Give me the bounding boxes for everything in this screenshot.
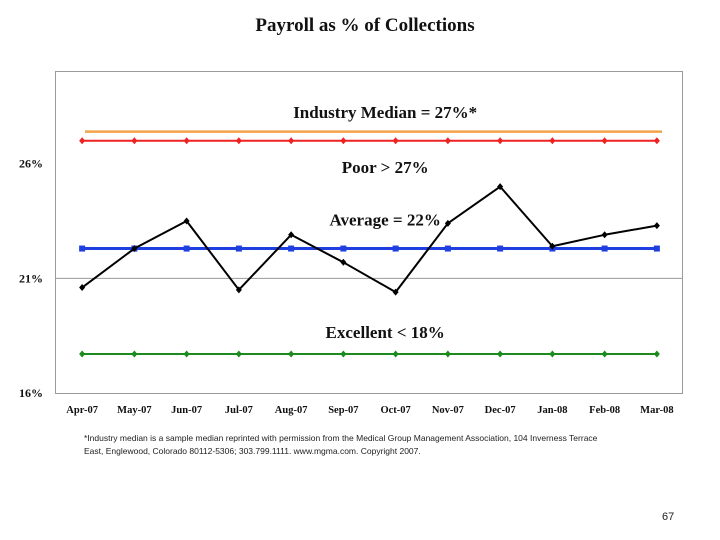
data-point-series-1 <box>392 137 399 145</box>
x-tick-label: Jul-07 <box>225 405 253 416</box>
x-tick-label: Nov-07 <box>432 405 464 416</box>
data-point-series-2 <box>288 245 295 252</box>
data-point-series-0 <box>340 258 347 266</box>
data-point-series-3 <box>653 350 660 358</box>
data-point-series-2 <box>444 245 451 252</box>
data-point-series-2 <box>653 245 660 252</box>
data-point-series-2 <box>497 245 504 252</box>
data-point-series-3 <box>235 350 242 358</box>
x-tick-label: Aug-07 <box>275 405 308 416</box>
data-point-series-2 <box>79 245 86 252</box>
data-point-series-0 <box>653 222 660 230</box>
slide-title: Payroll as % of Collections <box>255 15 475 36</box>
data-point-series-1 <box>549 137 556 145</box>
data-point-series-0 <box>444 219 451 227</box>
data-point-series-0 <box>183 217 190 225</box>
data-point-series-0 <box>601 231 608 239</box>
x-tick-label: Apr-07 <box>66 405 98 416</box>
y-tick-label: 16% <box>19 386 43 400</box>
data-point-series-1 <box>340 137 347 145</box>
data-point-series-3 <box>288 350 295 358</box>
x-tick-label: Mar-08 <box>640 405 673 416</box>
y-tick-label: 26% <box>19 157 43 171</box>
data-point-series-1 <box>183 137 190 145</box>
data-point-series-0 <box>235 286 242 294</box>
data-point-series-3 <box>549 350 556 358</box>
data-point-series-3 <box>183 350 190 358</box>
data-point-series-3 <box>79 350 86 358</box>
payroll-line-chart: 16% 21% 26% Apr-07 May-07 Jun-07 Jul-07 Aug-07 S… <box>19 103 683 416</box>
annotation-label: Average = 22% <box>330 211 441 230</box>
data-point-series-1 <box>497 137 504 145</box>
data-point-series-2 <box>392 245 399 252</box>
x-tick-label: Sep-07 <box>328 405 358 416</box>
data-point-series-0 <box>497 183 504 191</box>
data-point-series-1 <box>131 137 138 145</box>
data-point-series-0 <box>79 284 86 292</box>
annotation-label: Poor > 27% <box>342 158 429 177</box>
x-tick-label: Jun-07 <box>171 405 202 416</box>
data-point-series-0 <box>392 288 399 296</box>
data-point-series-3 <box>444 350 451 358</box>
x-tick-label: Oct-07 <box>380 405 410 416</box>
data-point-series-1 <box>79 137 86 145</box>
chart-plot-area <box>55 71 683 394</box>
data-point-series-0 <box>131 245 138 253</box>
data-point-series-3 <box>497 350 504 358</box>
data-point-series-0 <box>288 231 295 239</box>
footnote-line-1: *Industry median is a sample median repr… <box>84 433 598 443</box>
data-point-series-2 <box>340 245 347 252</box>
data-point-series-0 <box>549 242 556 250</box>
annotation-label: Industry Median = 27%* <box>293 103 477 122</box>
footnote-line-2: East, Englewood, Colorado 80112-5306; 30… <box>84 446 421 456</box>
data-point-series-2 <box>601 245 608 252</box>
x-tick-label: Feb-08 <box>589 405 620 416</box>
data-point-series-3 <box>131 350 138 358</box>
data-point-series-3 <box>392 350 399 358</box>
data-point-series-3 <box>340 350 347 358</box>
data-point-series-1 <box>288 137 295 145</box>
x-tick-label: Jan-08 <box>537 405 567 416</box>
footnote: *Industry median is a sample median repr… <box>84 432 716 458</box>
annotation-label: Excellent < 18% <box>326 323 445 342</box>
y-tick-label: 21% <box>19 271 43 285</box>
data-point-series-2 <box>235 245 242 252</box>
x-tick-label: Dec-07 <box>485 405 516 416</box>
data-point-series-1 <box>235 137 242 145</box>
data-point-series-1 <box>444 137 451 145</box>
data-point-series-3 <box>601 350 608 358</box>
data-point-series-1 <box>653 137 660 145</box>
x-tick-label: May-07 <box>117 405 151 416</box>
data-point-series-2 <box>183 245 190 252</box>
series-line-0 <box>81 185 658 294</box>
data-point-series-1 <box>601 137 608 145</box>
page-number: 67 <box>662 511 675 523</box>
